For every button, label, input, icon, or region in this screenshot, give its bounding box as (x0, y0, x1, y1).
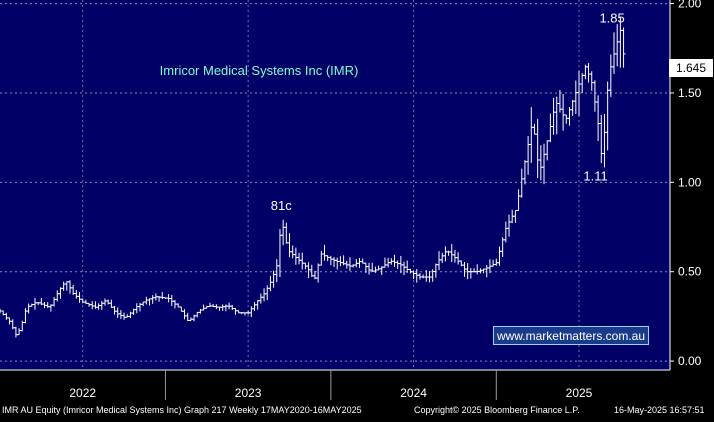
x-tick-label: 2023 (235, 386, 262, 400)
y-tick-label: 0.00 (678, 354, 702, 368)
watermark-link[interactable]: www.marketmatters.com.au (493, 326, 649, 345)
y-tick-label: 1.00 (678, 175, 702, 189)
annotation-label: 1.85 (599, 10, 624, 25)
x-tick-label: 2025 (566, 386, 593, 400)
annotation-label: 81c (271, 198, 292, 213)
x-tick-label: 2024 (400, 386, 427, 400)
chart-title: Imricor Medical Systems Inc (IMR) (160, 63, 359, 78)
footer-copyright: Copyright© 2025 Bloomberg Finance L.P. (414, 405, 580, 415)
plot-background (0, 0, 670, 370)
annotation-label: 1.11 (583, 169, 607, 184)
y-tick-label: 1.50 (678, 86, 702, 100)
x-tick-label: 2022 (69, 386, 96, 400)
footer: IMR AU Equity (Imricor Medical Systems I… (0, 404, 714, 417)
y-tick-label: 2.00 (678, 0, 702, 11)
x-axis-band (0, 370, 714, 404)
y-tick-label: 0.50 (678, 265, 702, 279)
last-price-label: 1.645 (669, 59, 713, 77)
footer-source: IMR AU Equity (Imricor Medical Systems I… (2, 405, 362, 415)
footer-timestamp: 16-May-2025 16:57:51 (614, 405, 705, 415)
